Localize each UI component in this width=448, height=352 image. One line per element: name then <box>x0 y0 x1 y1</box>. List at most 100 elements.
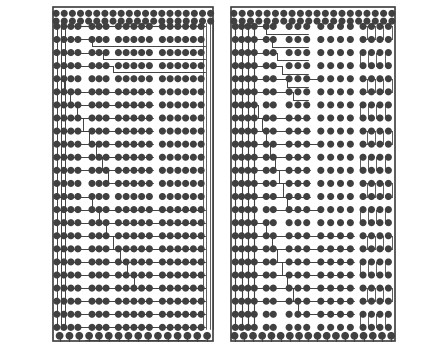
Circle shape <box>116 37 121 42</box>
Circle shape <box>295 194 301 199</box>
Circle shape <box>96 259 102 265</box>
Circle shape <box>245 50 251 55</box>
Circle shape <box>75 246 81 252</box>
Circle shape <box>103 50 109 55</box>
Circle shape <box>190 233 196 239</box>
Circle shape <box>369 181 375 186</box>
Circle shape <box>286 155 292 160</box>
Circle shape <box>271 233 276 239</box>
Circle shape <box>190 142 196 147</box>
Circle shape <box>159 11 165 16</box>
Circle shape <box>369 246 375 252</box>
Circle shape <box>369 50 375 55</box>
Circle shape <box>348 11 353 16</box>
Circle shape <box>103 194 109 199</box>
Circle shape <box>125 333 132 339</box>
Circle shape <box>123 89 129 95</box>
Circle shape <box>146 24 152 29</box>
Circle shape <box>251 246 257 252</box>
Circle shape <box>286 272 292 278</box>
Circle shape <box>271 194 276 199</box>
Circle shape <box>167 18 173 24</box>
Circle shape <box>116 220 121 226</box>
Circle shape <box>96 325 102 330</box>
Circle shape <box>386 312 391 317</box>
Circle shape <box>233 246 238 252</box>
Circle shape <box>239 89 245 95</box>
Circle shape <box>54 194 60 199</box>
Circle shape <box>318 181 323 186</box>
Circle shape <box>233 233 238 239</box>
Circle shape <box>318 50 323 55</box>
Circle shape <box>318 37 323 42</box>
Circle shape <box>233 194 238 199</box>
Circle shape <box>388 333 394 339</box>
Circle shape <box>54 142 60 147</box>
Circle shape <box>102 11 108 16</box>
Circle shape <box>131 128 137 134</box>
Circle shape <box>233 285 238 291</box>
Circle shape <box>123 76 129 82</box>
Circle shape <box>369 76 375 82</box>
Circle shape <box>233 207 238 212</box>
Circle shape <box>123 298 129 304</box>
Circle shape <box>239 272 245 278</box>
Circle shape <box>192 11 197 16</box>
Circle shape <box>131 325 137 330</box>
Circle shape <box>159 102 165 108</box>
Circle shape <box>190 272 196 278</box>
Circle shape <box>53 11 59 16</box>
Circle shape <box>146 115 152 121</box>
Circle shape <box>348 128 353 134</box>
Circle shape <box>271 128 276 134</box>
Circle shape <box>360 115 366 121</box>
Circle shape <box>304 24 310 29</box>
Circle shape <box>318 220 323 226</box>
Circle shape <box>69 18 75 24</box>
Circle shape <box>286 102 292 108</box>
Circle shape <box>386 181 391 186</box>
Circle shape <box>233 24 238 29</box>
Circle shape <box>251 285 257 291</box>
Circle shape <box>131 246 137 252</box>
Circle shape <box>139 220 144 226</box>
Circle shape <box>377 272 383 278</box>
Circle shape <box>198 259 204 265</box>
Circle shape <box>286 89 292 95</box>
Circle shape <box>54 168 60 173</box>
Circle shape <box>116 63 121 69</box>
Circle shape <box>123 50 129 55</box>
Circle shape <box>348 220 353 226</box>
Circle shape <box>96 285 102 291</box>
Circle shape <box>96 76 102 82</box>
Circle shape <box>271 259 276 265</box>
Circle shape <box>295 298 301 304</box>
Circle shape <box>318 115 323 121</box>
Circle shape <box>233 312 238 317</box>
Circle shape <box>328 102 333 108</box>
Circle shape <box>251 298 257 304</box>
Circle shape <box>295 102 301 108</box>
Circle shape <box>245 272 251 278</box>
Circle shape <box>183 102 189 108</box>
Circle shape <box>116 115 121 121</box>
Circle shape <box>386 102 391 108</box>
Circle shape <box>377 220 383 226</box>
Circle shape <box>381 11 387 16</box>
Circle shape <box>139 37 144 42</box>
Circle shape <box>175 168 181 173</box>
Circle shape <box>89 50 95 55</box>
Circle shape <box>168 50 173 55</box>
Circle shape <box>328 259 333 265</box>
Circle shape <box>248 11 253 16</box>
Circle shape <box>231 11 237 16</box>
Circle shape <box>233 168 238 173</box>
Circle shape <box>190 220 196 226</box>
Circle shape <box>286 63 292 69</box>
Circle shape <box>304 233 310 239</box>
Circle shape <box>159 18 165 24</box>
Circle shape <box>68 194 74 199</box>
Circle shape <box>369 168 375 173</box>
Circle shape <box>245 207 251 212</box>
Circle shape <box>89 63 95 69</box>
